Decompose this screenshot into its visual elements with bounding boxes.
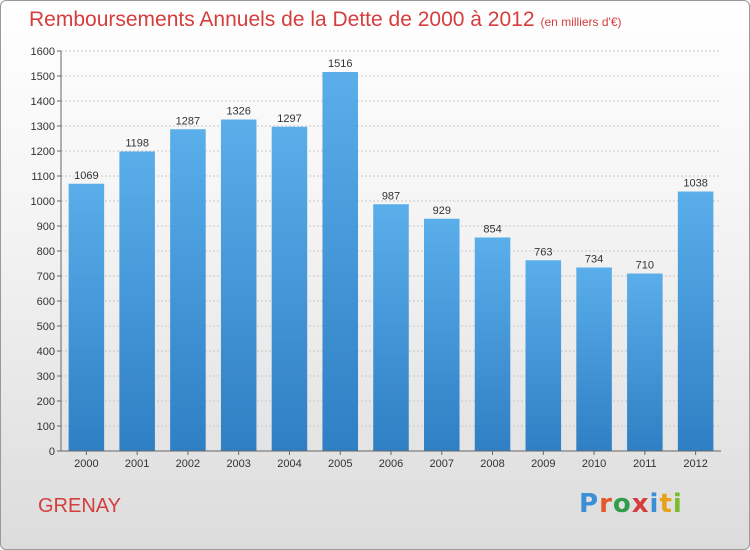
bar xyxy=(627,273,663,451)
y-tick-label: 200 xyxy=(37,396,55,408)
bar xyxy=(322,72,358,451)
logo-letter: r xyxy=(599,489,613,519)
chart-unit: (en milliers d'€) xyxy=(540,15,622,29)
x-tick-label: 2000 xyxy=(74,458,98,470)
city-name: GRENAY xyxy=(38,495,121,517)
chart-title: Remboursements Annuels de la Dette de 20… xyxy=(29,8,622,32)
y-tick-label: 1400 xyxy=(31,96,55,108)
bar xyxy=(271,126,308,451)
data-label: 1198 xyxy=(125,138,149,150)
logo-letter: x xyxy=(631,489,650,519)
y-tick-label: 1600 xyxy=(31,46,55,58)
y-tick-label: 1300 xyxy=(31,121,55,133)
data-label: 734 xyxy=(585,254,603,266)
data-label: 1287 xyxy=(176,115,200,127)
x-tick-label: 2009 xyxy=(531,458,555,470)
data-label: 987 xyxy=(382,190,400,202)
y-tick-label: 400 xyxy=(37,346,55,358)
x-tick-label: 2010 xyxy=(582,458,606,470)
bar xyxy=(474,237,511,451)
x-tick-label: 2002 xyxy=(176,458,200,470)
logo-letter: o xyxy=(612,489,632,519)
y-tick-label: 900 xyxy=(37,221,55,233)
y-tick-label: 1500 xyxy=(31,71,55,83)
y-axis: 0 100 200 300 400 500 600 700 800 900 1000 1100 1200… xyxy=(31,46,62,458)
x-tick-label: 2003 xyxy=(226,458,250,470)
chart-title-text: Remboursements Annuels de la Dette de 20… xyxy=(29,8,535,31)
data-label: 710 xyxy=(636,260,654,272)
data-label: 763 xyxy=(534,246,552,258)
y-tick-label: 300 xyxy=(37,371,55,383)
bar xyxy=(424,218,460,451)
y-tick-label: 700 xyxy=(37,271,55,283)
x-tick-label: 2006 xyxy=(379,458,403,470)
logo-letter: t xyxy=(659,489,673,519)
y-tick-label: 100 xyxy=(37,421,55,433)
bar xyxy=(576,267,612,451)
bar xyxy=(525,260,562,451)
y-tick-label: 0 xyxy=(49,446,55,458)
data-label: 1297 xyxy=(277,113,301,125)
y-tick-label: 600 xyxy=(37,296,55,308)
x-axis: 2000 2001 2002 2003 2004 2005 2006 2007 2008 2009… xyxy=(61,450,721,470)
bar xyxy=(170,129,206,451)
data-label: 854 xyxy=(483,224,501,236)
bars: 1069 1198 1287 1326 1297 1516 987 929 854 763 734 7… xyxy=(68,58,714,451)
x-tick-label: 2007 xyxy=(430,458,454,470)
bar xyxy=(373,204,409,451)
data-label: 1326 xyxy=(226,106,250,118)
logo-letter: P xyxy=(579,489,600,519)
x-tick-label: 2004 xyxy=(277,458,301,470)
logo-letter: i xyxy=(649,489,660,519)
x-tick-label: 2012 xyxy=(683,458,707,470)
y-tick-label: 1100 xyxy=(31,171,55,183)
bar xyxy=(220,119,257,451)
bar xyxy=(119,151,155,451)
data-label: 1516 xyxy=(328,58,352,70)
data-label: 929 xyxy=(433,205,451,217)
bar xyxy=(68,183,105,451)
x-tick-label: 2011 xyxy=(633,458,657,470)
x-tick-label: 2005 xyxy=(328,458,352,470)
y-tick-label: 500 xyxy=(37,321,55,333)
logo-letter: i xyxy=(672,489,683,519)
data-label: 1038 xyxy=(683,178,707,190)
bar xyxy=(677,191,714,451)
y-tick-label: 1200 xyxy=(31,146,55,158)
data-label: 1069 xyxy=(74,170,98,182)
y-tick-label: 800 xyxy=(37,246,55,258)
y-tick-label: 1000 xyxy=(31,196,55,208)
x-tick-label: 2001 xyxy=(125,458,149,470)
x-tick-label: 2008 xyxy=(480,458,504,470)
proxiti-logo[interactable]: Proxiti xyxy=(579,489,683,519)
